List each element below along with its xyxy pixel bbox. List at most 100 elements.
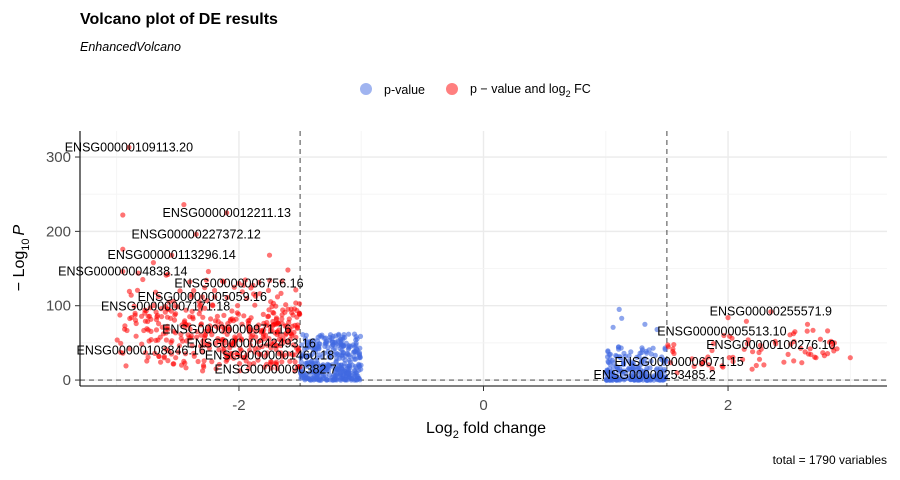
data-point-pvalue (299, 342, 305, 348)
data-point-both (290, 342, 296, 348)
data-point-both (248, 327, 254, 333)
data-point-both (224, 294, 230, 301)
data-point-both (267, 277, 273, 283)
data-point-both (264, 350, 270, 356)
data-point-both (126, 144, 132, 150)
data-point-pvalue (613, 352, 619, 359)
legend: p-value p − value and log2 FC (360, 82, 591, 99)
data-point-both (239, 321, 245, 327)
data-point-both (719, 363, 725, 369)
point-label: ENSG00000012211.13 (163, 206, 291, 220)
data-point-both (140, 276, 146, 283)
data-point-both (212, 294, 218, 300)
data-point-both (729, 335, 735, 341)
data-point-both (156, 353, 162, 359)
data-point-pvalue (642, 356, 648, 362)
data-point-both (265, 314, 271, 320)
data-point-both (209, 359, 215, 365)
data-point-both (145, 354, 151, 360)
data-point-both (206, 341, 212, 347)
data-point-both (161, 355, 167, 361)
data-point-both (164, 323, 170, 329)
data-point-both (202, 285, 208, 291)
data-point-pvalue (346, 366, 352, 372)
data-point-both (213, 340, 219, 346)
y-tick-label: 0 (63, 372, 71, 389)
x-tick-label: -2 (232, 397, 245, 414)
data-point-both (203, 277, 209, 283)
data-point-pvalue (647, 365, 653, 371)
data-point-pvalue (317, 333, 323, 339)
data-point-both (260, 328, 266, 334)
data-point-both (269, 303, 275, 310)
data-point-both (204, 297, 210, 304)
data-point-both (248, 315, 254, 321)
data-point-both (805, 351, 812, 357)
data-point-both (187, 279, 193, 285)
data-point-both (193, 231, 199, 237)
data-point-both (705, 354, 711, 360)
data-point-pvalue (336, 363, 342, 369)
data-point-both (201, 358, 207, 364)
data-point-both (810, 327, 816, 333)
data-point-both (278, 350, 284, 356)
data-point-both (750, 349, 756, 355)
data-point-both (120, 246, 126, 252)
data-point-pvalue (327, 377, 333, 383)
data-point-pvalue (640, 372, 646, 378)
data-point-pvalue (339, 342, 345, 348)
data-point-both (287, 330, 293, 336)
data-point-both (236, 280, 242, 286)
data-point-both (710, 341, 717, 347)
data-point-pvalue (319, 354, 325, 360)
data-point-both (206, 345, 212, 351)
data-point-pvalue (610, 324, 616, 330)
data-point-both (817, 336, 824, 342)
data-point-both (196, 311, 202, 317)
data-point-both (224, 210, 230, 216)
data-point-pvalue (355, 373, 361, 379)
data-point-both (252, 328, 259, 334)
data-point-both (189, 343, 195, 349)
data-point-both (821, 353, 828, 359)
data-point-both (127, 346, 133, 352)
data-point-both (187, 314, 193, 320)
data-point-both (194, 329, 200, 335)
data-point-both (158, 306, 164, 312)
data-point-both (199, 349, 205, 355)
data-point-both (743, 318, 750, 324)
data-point-both (744, 341, 751, 347)
data-point-both (200, 314, 206, 320)
data-point-both (166, 348, 172, 354)
y-tick-label: 100 (46, 298, 71, 315)
data-point-both (248, 285, 254, 291)
data-point-pvalue (632, 374, 638, 380)
data-point-pvalue (351, 354, 357, 360)
data-point-pvalue (351, 331, 358, 337)
data-point-both (215, 325, 221, 331)
data-point-both (148, 337, 154, 343)
data-point-both (285, 339, 291, 345)
data-point-both (829, 344, 836, 350)
data-point-pvalue (329, 339, 335, 345)
data-point-pvalue (650, 345, 656, 351)
data-point-both (255, 339, 261, 345)
data-point-both (216, 361, 222, 368)
data-point-both (131, 303, 137, 309)
data-point-both (195, 358, 201, 365)
data-point-both (268, 299, 274, 305)
data-point-both (790, 331, 797, 337)
data-point-both (221, 312, 227, 318)
data-point-both (741, 346, 747, 352)
point-label: ENSG00000001460.18 (205, 349, 334, 363)
legend-label-both-rest: FC (571, 82, 591, 96)
data-point-both (155, 294, 161, 300)
x-tick-label: 0 (479, 397, 487, 414)
tick-labels: -2 0 2 0 100 200 300 (46, 149, 732, 414)
data-point-both (804, 321, 811, 327)
data-point-both (226, 326, 232, 332)
data-point-both (293, 345, 300, 351)
data-point-pvalue (661, 360, 667, 366)
data-point-pvalue (604, 367, 610, 373)
data-point-both (268, 345, 274, 351)
